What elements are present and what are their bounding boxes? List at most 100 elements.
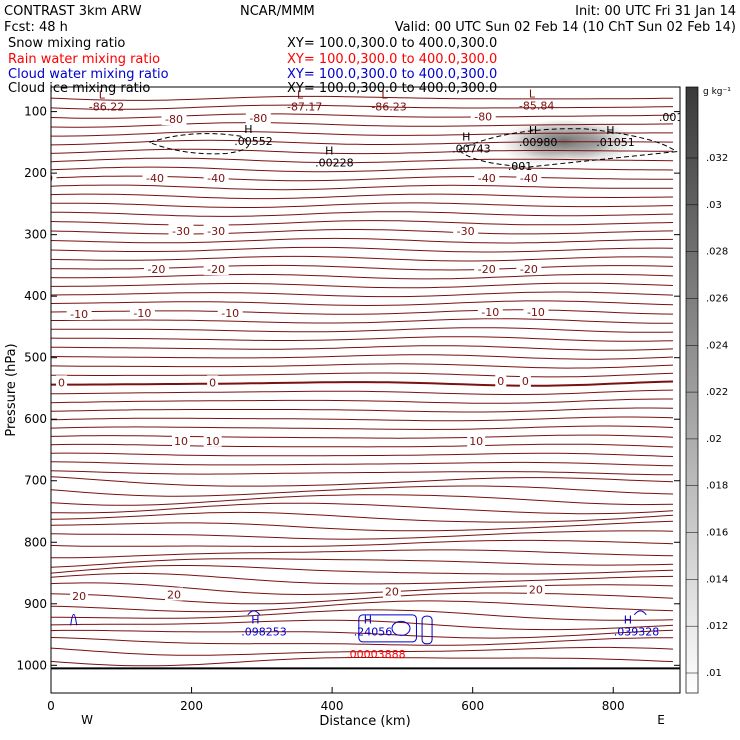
isotherm-line [51, 600, 674, 613]
mixing-ratio-contours [70, 128, 678, 645]
isotherm-label-bg [474, 262, 500, 276]
y-tick-label: 800 [24, 535, 47, 549]
isotherm-line [51, 131, 673, 137]
extremum-mark: H [624, 613, 632, 626]
extremum-value: -86.22 [89, 101, 124, 114]
isotherm-line [51, 443, 674, 448]
isotherm-line [51, 565, 674, 575]
colorbar-tick-label: .03 [706, 200, 722, 211]
isotherm-label-bg [51, 171, 57, 185]
isotherm-line [51, 530, 674, 540]
x-tick-label: 800 [602, 699, 625, 713]
extremum-mark: H [529, 124, 537, 137]
isotherm-line [51, 291, 674, 298]
isotherm-label: -40 [146, 172, 164, 185]
extremum-mark: H [244, 123, 252, 136]
colorbar-tick-label: .014 [706, 574, 728, 585]
extremum-value: .00228 [315, 157, 354, 170]
colorbar-tick-label: .024 [706, 340, 728, 351]
plot-frame [50, 86, 681, 694]
isotherm-label: -20 [207, 263, 225, 276]
extremum-value: .24056 [354, 625, 393, 638]
isotherm-line [51, 237, 674, 244]
isotherm-line [51, 470, 674, 476]
colorbar-tick-label: .028 [706, 247, 728, 258]
y-tick-label: 1000 [16, 658, 47, 672]
isotherm-label-bg [203, 223, 229, 237]
isotherm-line [51, 461, 674, 467]
isotherm-label-bg [172, 433, 191, 447]
extremum-value: .039328 [614, 625, 660, 638]
center-label: NCAR/MMM [240, 4, 315, 19]
extremum-value: .00552 [234, 135, 273, 148]
isotherm-label: 20 [385, 585, 399, 598]
isotherm-label-bg [168, 223, 194, 237]
isotherm-line [51, 318, 673, 324]
isotherm-label-bg [467, 433, 486, 447]
isotherm-line [51, 629, 674, 639]
isotherm-line [51, 657, 674, 667]
isotherm-label-bg [203, 171, 229, 185]
isotherm-label: 0 [58, 376, 65, 389]
y-axis-label: Pressure (hPa) [4, 343, 19, 436]
isotherm-line [51, 300, 674, 307]
colorbar: g kg⁻¹ .01 .012 .014 .016 .018 .02 .022 .024 .02… [685, 86, 731, 694]
extremum-value: .00980 [519, 136, 558, 149]
isotherm-line [51, 211, 674, 217]
extremum-mark: H [325, 145, 333, 158]
isotherm-line [51, 582, 674, 596]
isotherm-line [51, 193, 674, 200]
extremum-mark: L [297, 89, 304, 102]
isotherm-line [51, 139, 674, 146]
chart-header: CONTRAST 3km ARW Fcst: 48 h NCAR/MMM Ini… [4, 4, 736, 35]
contour-value-label: .11039 [12, 643, 51, 656]
isotherm-line [51, 113, 674, 119]
cloud-water-contour [391, 620, 411, 636]
isotherm-label: -40 [35, 172, 53, 185]
isotherm-label: 10 [206, 435, 220, 448]
cloud-water-contour [358, 614, 417, 643]
isotherm-line [51, 157, 674, 164]
isotherm-line [51, 416, 674, 422]
isotherm-line [51, 220, 674, 226]
isotherm-line [51, 148, 673, 155]
field-name-cloud-ice: Cloud ice mixing ratio [8, 81, 150, 96]
field-xy-rain: XY= 100.0,300.0 to 400.0,300.0 [287, 52, 497, 67]
isotherm-line [51, 637, 673, 646]
isotherm-line [51, 619, 674, 631]
field-xy-cloud-water: XY= 100.0,300.0 to 400.0,300.0 [287, 67, 497, 82]
contour-labels: -80 -80 -80 -40 -40 -40 -40 -40 -30 -30 -30 -20 -20 -… [12, 87, 680, 661]
colorbar-tick-label: .032 [706, 153, 728, 164]
isotherm-line [51, 511, 674, 523]
init-time: Init: 00 UTC Fri 31 Jan 14 [575, 4, 736, 19]
x-tick-label: 400 [321, 699, 344, 713]
isotherm-label-bg [129, 305, 155, 319]
extremum-value: -87.17 [287, 101, 322, 114]
colorbar-tick-label: .018 [706, 481, 728, 492]
x-tick-label: 600 [461, 699, 484, 713]
extremum-mark: H [364, 613, 372, 626]
isotherm-line [51, 372, 674, 378]
isotherm-label: -10 [70, 308, 88, 321]
isotherm-label: 0 [522, 375, 529, 388]
colorbar-tick-label: .012 [706, 621, 728, 632]
cloud-water-contour [421, 615, 433, 645]
isotherm-line [51, 282, 674, 289]
isotherm-label: -40 [207, 172, 225, 185]
isotherm-label: -30 [172, 225, 190, 238]
isotherm-label: -10 [221, 307, 239, 320]
isotherm-line [51, 389, 674, 395]
colorbar-tick-label: .026 [706, 293, 728, 304]
isotherm-line [51, 425, 674, 431]
extremum-value: .00743 [452, 143, 491, 156]
contour-value-label: .00003888 [346, 648, 406, 661]
isotherm-line [51, 255, 674, 262]
extremum-mark: L [381, 89, 388, 102]
isotherm-label-bg [523, 305, 549, 319]
extremum-mark: L [529, 87, 536, 100]
colorbar-tick-label: .02 [706, 434, 722, 445]
extremum-mark: L [99, 89, 106, 102]
model-label: CONTRAST 3km ARW [4, 4, 142, 19]
isotherm-label-bg [474, 171, 500, 185]
isotherm-label: -40 [520, 172, 538, 185]
